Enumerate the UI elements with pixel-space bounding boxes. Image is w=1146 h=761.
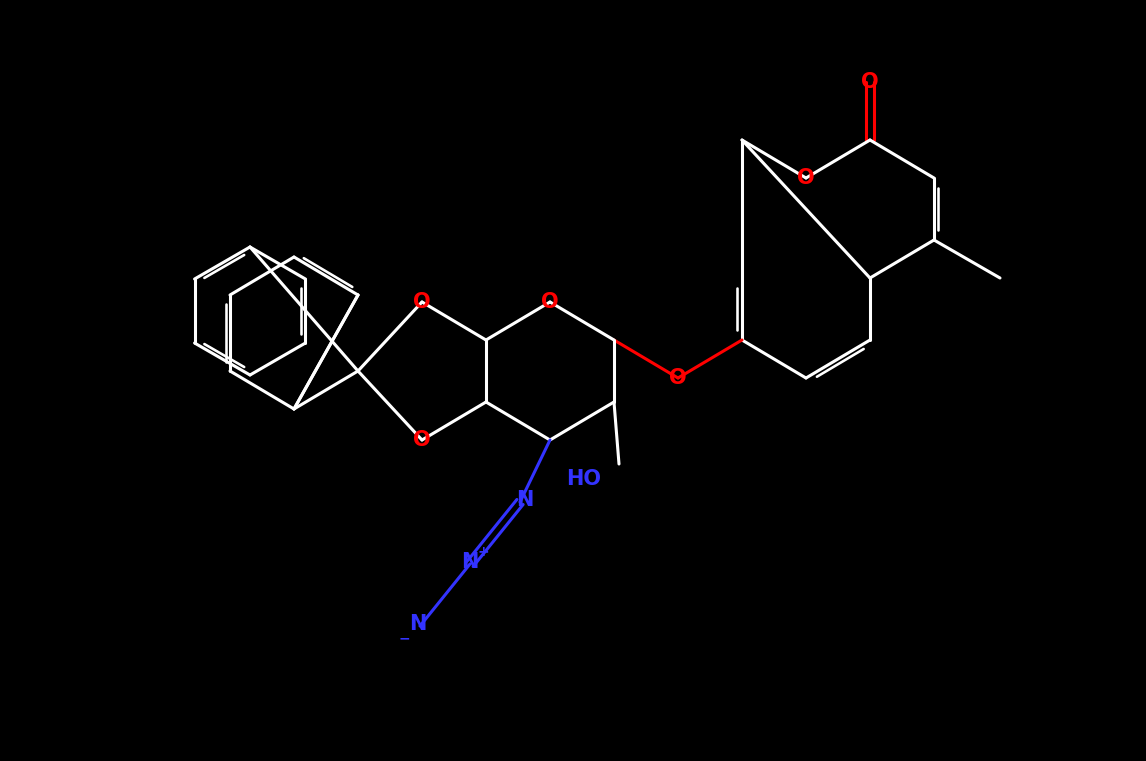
Text: O: O [541,292,559,312]
Text: O: O [798,168,815,188]
Text: N: N [409,614,426,634]
Text: O: O [414,430,431,450]
Text: N: N [517,490,534,510]
Text: O: O [414,292,431,312]
Text: O: O [669,368,686,388]
Text: +: + [477,545,489,559]
Text: N: N [462,552,479,572]
Text: O: O [861,72,879,92]
Text: −: − [398,631,410,645]
Text: HO: HO [566,469,602,489]
